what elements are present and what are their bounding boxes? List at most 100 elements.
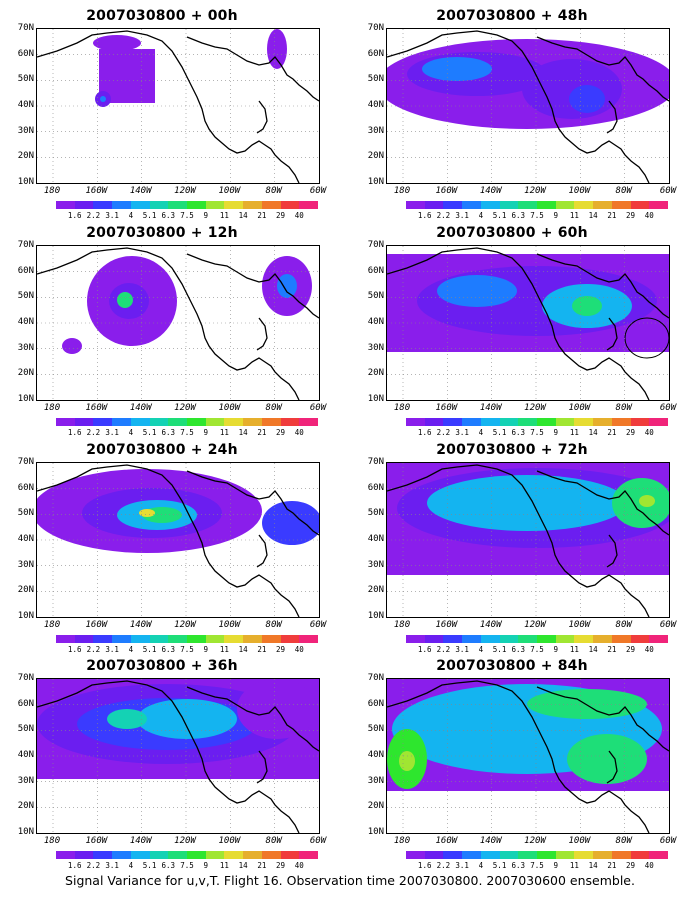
lon-label: 160W [435, 403, 458, 413]
colorbar-swatch [480, 635, 500, 643]
signal-contour [427, 475, 627, 531]
colorbar-label: 40 [644, 428, 654, 437]
colorbar-label: 5.1 [492, 645, 507, 654]
lat-label: 40N [367, 317, 384, 327]
colorbar [406, 851, 669, 859]
map-plot [36, 462, 320, 618]
lon-label: 120W [524, 403, 546, 413]
lon-label: 80W [615, 836, 632, 846]
lon-label: 60W [659, 403, 677, 413]
colorbar-swatch [168, 418, 188, 426]
colorbar-label: 5.1 [142, 861, 157, 870]
colorbar-swatch [574, 418, 594, 426]
coastline [536, 470, 669, 536]
lon-label: 180 [393, 403, 411, 413]
colorbar-label: 11 [219, 211, 229, 220]
signal-contour [427, 791, 547, 833]
colorbar-label: 29 [276, 211, 286, 220]
coastline [606, 534, 618, 568]
colorbar-label: 14 [238, 645, 248, 654]
lon-label: 60W [309, 620, 327, 630]
colorbar-label: 40 [644, 645, 654, 654]
signal-contour [117, 292, 133, 308]
lon-label: 80W [615, 403, 632, 413]
colorbar-swatch [243, 635, 262, 643]
colorbar [406, 201, 669, 209]
lon-label: 80W [615, 186, 632, 196]
coastline [606, 317, 618, 351]
signal-contour [567, 734, 647, 784]
colorbar-label: 14 [588, 428, 598, 437]
signal-contour [639, 495, 655, 507]
colorbar-label: 1.6 [417, 645, 432, 654]
lon-label: 60W [309, 836, 327, 846]
colorbar-swatch [187, 418, 206, 426]
colorbar-label: 5.1 [492, 428, 507, 437]
lon-label: 120W [524, 186, 546, 196]
lon-label: 180 [393, 186, 411, 196]
colorbar [406, 418, 669, 426]
colorbar-swatch [187, 201, 206, 209]
colorbar-label: 2.2 [436, 645, 451, 654]
lat-label: 60N [367, 482, 384, 493]
colorbar-swatch [518, 851, 538, 859]
signal-contour [100, 96, 106, 102]
lon-label: 80W [265, 620, 282, 630]
panel-title: 2007030800 + 48h [436, 8, 588, 24]
colorbar-swatch [299, 635, 319, 643]
colorbar-label: 3.1 [455, 428, 469, 437]
lon-label: 140W [129, 836, 152, 846]
colorbar-swatch [649, 201, 669, 209]
colorbar-swatch [406, 635, 425, 643]
colorbar-swatch [518, 418, 538, 426]
colorbar-swatch [187, 851, 206, 859]
panel-title: 2007030800 + 60h [436, 225, 588, 241]
lat-label: 20N [367, 151, 384, 162]
signal-contour [387, 575, 537, 617]
colorbar-label: 5.1 [492, 211, 507, 220]
lat-label: 70N [367, 673, 384, 683]
map-svg [37, 246, 319, 400]
colorbar-swatch [74, 418, 94, 426]
colorbar-swatch [74, 851, 94, 859]
colorbar-label: 29 [276, 428, 286, 437]
colorbar-swatch [74, 635, 94, 643]
colorbar-label: 3.1 [455, 211, 469, 220]
lat-label: 40N [367, 534, 384, 544]
lon-label: 140W [479, 620, 502, 630]
colorbar [56, 201, 319, 209]
lat-label: 60N [367, 698, 384, 709]
lon-label: 80W [615, 620, 632, 630]
colorbar-swatch [261, 851, 281, 859]
lat-label: 20N [367, 368, 384, 379]
colorbar-swatch [424, 201, 444, 209]
colorbar-swatch [443, 418, 463, 426]
colorbar-label: 7.5 [530, 645, 544, 654]
coastline [387, 247, 650, 400]
colorbar-label: 6.3 [511, 428, 526, 437]
lat-label: 60N [367, 48, 384, 59]
lat-label: 10N [17, 394, 34, 404]
colorbar-label: 21 [607, 211, 617, 220]
lat-label: 40N [17, 750, 34, 760]
colorbar-label: 2.2 [436, 861, 451, 870]
colorbar-label: 9 [553, 861, 558, 870]
map-svg [37, 29, 319, 183]
coastline [37, 680, 300, 833]
colorbar-label: 2.2 [86, 211, 101, 220]
colorbar-label: 11 [219, 428, 229, 437]
colorbar-swatch [499, 851, 519, 859]
lat-label: 20N [17, 151, 34, 162]
colorbar-label: 1.6 [67, 211, 82, 220]
colorbar-swatch [280, 201, 300, 209]
colorbar-swatch [149, 635, 169, 643]
colorbar-label: 7.5 [530, 211, 544, 220]
colorbar-swatch [93, 201, 113, 209]
lon-label: 100W [218, 403, 241, 413]
colorbar-swatch [480, 201, 500, 209]
colorbar-swatch [224, 851, 244, 859]
lat-label: 30N [367, 775, 384, 786]
colorbar-label: 1.6 [417, 428, 432, 437]
lon-label: 160W [435, 620, 458, 630]
colorbar-swatch [462, 418, 481, 426]
